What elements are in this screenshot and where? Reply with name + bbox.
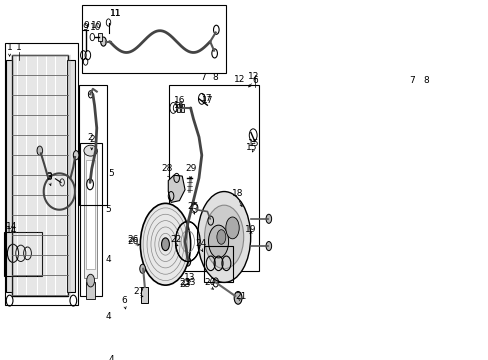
Text: 11: 11 xyxy=(109,9,121,18)
Circle shape xyxy=(140,203,190,285)
Text: 14: 14 xyxy=(5,226,17,235)
Polygon shape xyxy=(168,175,184,202)
Text: 23: 23 xyxy=(179,280,190,289)
Bar xyxy=(176,104,180,112)
Text: 9: 9 xyxy=(82,23,88,32)
Bar xyxy=(4,44,78,305)
Text: 17: 17 xyxy=(202,96,213,105)
Text: 11: 11 xyxy=(110,9,122,18)
Text: 18: 18 xyxy=(232,189,244,198)
Text: 23: 23 xyxy=(179,278,190,287)
Text: 15: 15 xyxy=(247,139,259,148)
Text: 29: 29 xyxy=(184,164,196,173)
Text: 19: 19 xyxy=(244,225,256,234)
Text: 5: 5 xyxy=(108,169,114,178)
Circle shape xyxy=(217,230,225,244)
Text: 1: 1 xyxy=(16,44,22,53)
Text: 4: 4 xyxy=(105,312,111,321)
Text: 10: 10 xyxy=(91,21,102,30)
Circle shape xyxy=(101,37,106,46)
Text: 12: 12 xyxy=(247,72,258,81)
Circle shape xyxy=(184,257,190,266)
Text: 9: 9 xyxy=(83,21,89,30)
Ellipse shape xyxy=(197,192,250,282)
Text: 24: 24 xyxy=(195,239,206,248)
Ellipse shape xyxy=(84,145,97,156)
Bar xyxy=(181,104,184,112)
Text: 16: 16 xyxy=(174,96,185,105)
Text: 7: 7 xyxy=(200,73,205,82)
Circle shape xyxy=(37,146,42,155)
Circle shape xyxy=(204,205,243,269)
Text: 28: 28 xyxy=(161,164,172,173)
Text: 3: 3 xyxy=(46,172,52,181)
Text: 8: 8 xyxy=(212,73,218,82)
Circle shape xyxy=(73,150,79,160)
Bar xyxy=(86,160,95,269)
Circle shape xyxy=(208,225,228,258)
Text: 17: 17 xyxy=(201,94,212,103)
Bar xyxy=(6,60,12,292)
Text: 26: 26 xyxy=(127,237,139,246)
Circle shape xyxy=(225,217,239,239)
Text: 7: 7 xyxy=(408,76,414,85)
Text: 22: 22 xyxy=(169,235,181,244)
Bar xyxy=(67,60,75,292)
Bar xyxy=(168,85,258,271)
Circle shape xyxy=(234,292,242,304)
Circle shape xyxy=(161,238,169,251)
Circle shape xyxy=(86,274,94,287)
Text: 21: 21 xyxy=(235,292,246,301)
Bar xyxy=(84,150,97,278)
Bar xyxy=(79,85,107,205)
Bar xyxy=(141,287,148,303)
Text: 6: 6 xyxy=(122,296,127,305)
Text: 4: 4 xyxy=(105,255,111,264)
Circle shape xyxy=(265,214,271,223)
Text: 15: 15 xyxy=(246,143,257,152)
Bar xyxy=(86,282,95,299)
Text: 13: 13 xyxy=(184,278,196,287)
Text: 10: 10 xyxy=(90,23,101,32)
Text: 2: 2 xyxy=(89,135,94,144)
Text: 16: 16 xyxy=(173,101,184,110)
Text: 12: 12 xyxy=(233,75,244,84)
Text: 26: 26 xyxy=(127,235,139,244)
Text: 3: 3 xyxy=(46,174,52,183)
Bar xyxy=(81,5,226,73)
Circle shape xyxy=(140,264,145,273)
Text: 20: 20 xyxy=(204,278,215,287)
Text: 8: 8 xyxy=(423,76,428,85)
Circle shape xyxy=(265,242,271,251)
Text: 4: 4 xyxy=(108,355,114,360)
Text: 13: 13 xyxy=(183,273,195,282)
Bar xyxy=(12,55,68,296)
Bar xyxy=(98,33,102,41)
Text: 6: 6 xyxy=(251,76,257,85)
Text: 1: 1 xyxy=(7,44,13,53)
Text: 5: 5 xyxy=(105,205,111,214)
Bar xyxy=(203,246,233,282)
Text: 14: 14 xyxy=(5,221,17,230)
Bar xyxy=(4,233,42,276)
Text: 2: 2 xyxy=(87,132,93,141)
Bar xyxy=(80,143,102,296)
Text: 25: 25 xyxy=(187,202,199,211)
Text: 27: 27 xyxy=(133,287,144,296)
